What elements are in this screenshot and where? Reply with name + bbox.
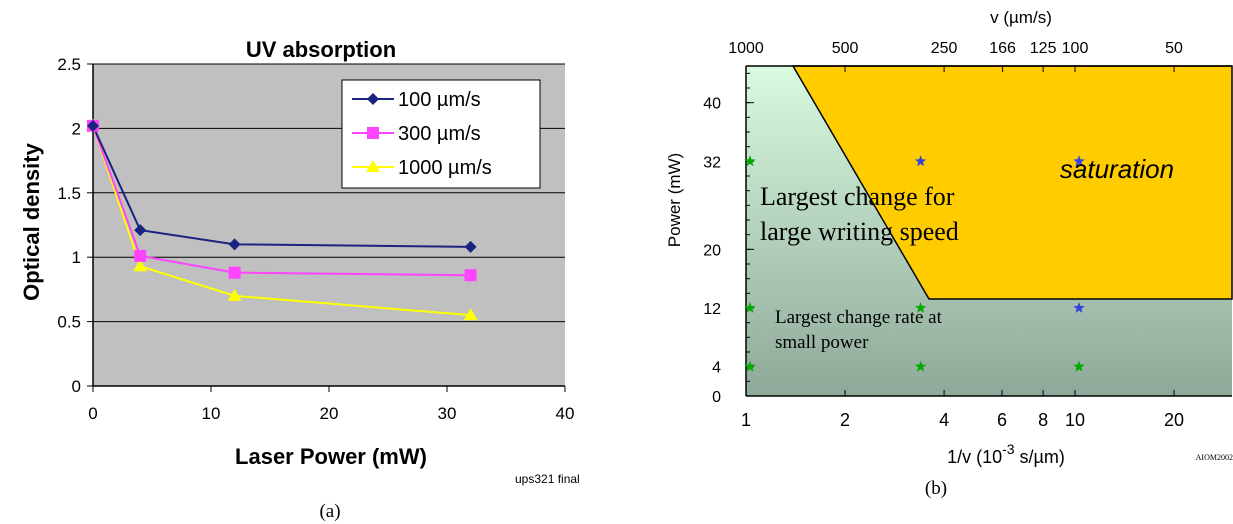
chart-b-x-tick-label: 2 bbox=[840, 410, 850, 430]
chart-a-x-tick-label: 20 bbox=[320, 404, 339, 423]
chart-a-legend-marker bbox=[367, 127, 379, 139]
chart-b-y-tick-label: 20 bbox=[703, 242, 721, 259]
chart-b-top-tick-label: 500 bbox=[832, 40, 859, 57]
chart-b-minor-ticks bbox=[746, 72, 750, 382]
chart-b-point bbox=[914, 360, 927, 372]
chart-b-y-tick-label: 32 bbox=[703, 154, 721, 171]
chart-a-y-tick-label: 0.5 bbox=[57, 313, 81, 332]
chart-b-corner-note: AIOM2002 bbox=[1196, 453, 1233, 462]
annotation-small-power-line1: Largest change rate at bbox=[775, 307, 943, 328]
chart-a-legend-label: 1000 µm/s bbox=[398, 157, 492, 179]
chart-b-point bbox=[914, 302, 927, 313]
chart-a-y-tick-label: 0 bbox=[72, 377, 81, 396]
chart-a-point bbox=[227, 288, 242, 301]
chart-b-caption: (b) bbox=[925, 478, 947, 499]
chart-b-top-tick-label: 100 bbox=[1062, 40, 1089, 57]
chart-b-top-axis-label: v (µm/s) bbox=[990, 8, 1052, 27]
chart-b-points bbox=[744, 155, 1085, 372]
chart-b-y-tick-label: 40 bbox=[703, 96, 721, 113]
chart-b-point bbox=[744, 360, 756, 372]
chart-a-point bbox=[87, 119, 99, 132]
chart-a-point bbox=[133, 259, 148, 272]
chart-a-x-tick-label: 30 bbox=[438, 404, 457, 423]
chart-b-point bbox=[914, 155, 927, 167]
saturation-label: saturation bbox=[1060, 154, 1174, 184]
chart-a-point bbox=[134, 249, 147, 262]
chart-a-point bbox=[463, 308, 478, 321]
chart-a-y-tick-label: 1 bbox=[72, 248, 81, 267]
chart-a-legend-label: 300 µm/s bbox=[398, 123, 481, 145]
chart-b-x-tick-label: 1 bbox=[741, 410, 751, 430]
annotation-small-power-line2: small power bbox=[775, 332, 869, 353]
chart-b-top-tick-label: 1000 bbox=[728, 40, 764, 57]
chart-b-point bbox=[744, 155, 756, 167]
chart-a-x-tick-label: 40 bbox=[556, 404, 575, 423]
chart-b-y-tick-label: 12 bbox=[703, 301, 721, 318]
annotation-large-speed-line2: large writing speed bbox=[760, 217, 959, 246]
chart-b-x-tick-label: 8 bbox=[1038, 410, 1048, 430]
chart-a-series-line-2 bbox=[92, 125, 471, 317]
chart-a-x-ticks: 0 10 20 30 40 bbox=[88, 386, 574, 423]
chart-b-point bbox=[1073, 155, 1085, 167]
chart-b-y-tick-label: 0 bbox=[712, 389, 721, 406]
chart-a-x-axis-label: Laser Power (mW) bbox=[235, 444, 427, 469]
chart-a-point bbox=[464, 269, 477, 282]
chart-b-top-tick-label: 166 bbox=[989, 40, 1016, 57]
chart-b-x-tick-label: 10 bbox=[1065, 410, 1085, 430]
chart-b-top-tick-label: 50 bbox=[1165, 40, 1183, 57]
chart-a-legend-marker bbox=[367, 93, 379, 105]
chart-a-series-line-1 bbox=[92, 125, 471, 277]
chart-b-point bbox=[1073, 302, 1085, 313]
chart-a-point bbox=[134, 224, 147, 237]
chart-a-gridlines bbox=[93, 63, 565, 323]
chart-a-y-ticks: 0 0.5 1 1.5 2 2.5 bbox=[57, 55, 93, 396]
chart-a-point bbox=[464, 240, 477, 253]
chart-a-x-tick-label: 10 bbox=[202, 404, 221, 423]
chart-a-y-tick-label: 1.5 bbox=[57, 184, 81, 203]
chart-b-top-ticks: 1000 500 250 166 125 100 50 bbox=[728, 40, 1183, 72]
chart-a-legend-label: 100 µm/s bbox=[398, 89, 481, 111]
annotation-large-speed-line1: Largest change for bbox=[760, 182, 955, 211]
chart-a-y-axis-label: Optical density bbox=[19, 142, 44, 300]
chart-a-series bbox=[86, 118, 478, 321]
chart-a-title: UV absorption bbox=[246, 37, 396, 62]
chart-b-y-tick-label: 4 bbox=[712, 360, 721, 377]
chart-b-y-axis-label: Power (mW) bbox=[665, 153, 684, 247]
chart-a-y-tick-label: 2.5 bbox=[57, 55, 81, 74]
chart-a-note: ups321 final bbox=[515, 472, 580, 486]
chart-a-point bbox=[228, 266, 241, 279]
chart-b-x-tick-label: 20 bbox=[1164, 410, 1184, 430]
chart-b-top-tick-label: 250 bbox=[931, 40, 958, 57]
chart-a-uv-absorption: 0 0.5 1 1.5 2 2.5 0 10 20 30 40 UV absorption Las… bbox=[19, 37, 580, 522]
chart-b-y-ticks: 0 4 12 20 32 40 bbox=[703, 96, 754, 406]
chart-a-point bbox=[228, 238, 241, 251]
chart-b-x-tick-label: 4 bbox=[939, 410, 949, 430]
chart-a-legend-marker bbox=[366, 160, 380, 172]
chart-b-x-tick-label: 6 bbox=[997, 410, 1007, 430]
chart-a-x-tick-label: 0 bbox=[88, 404, 97, 423]
chart-a-legend: 100 µm/s 300 µm/s 1000 µm/s bbox=[341, 79, 541, 189]
chart-b-point bbox=[744, 302, 756, 313]
chart-a-series-line-0 bbox=[92, 125, 471, 248]
chart-a-caption: (a) bbox=[319, 501, 340, 522]
chart-a-y-tick-label: 2 bbox=[72, 119, 81, 138]
chart-b-x-axis-label: 1/v (10-3 s/µm) bbox=[947, 441, 1065, 467]
chart-b-x-ticks: 1 2 4 6 8 10 20 bbox=[741, 390, 1184, 430]
chart-b-top-tick-label: 125 bbox=[1030, 40, 1057, 57]
chart-b-point bbox=[1073, 360, 1085, 372]
